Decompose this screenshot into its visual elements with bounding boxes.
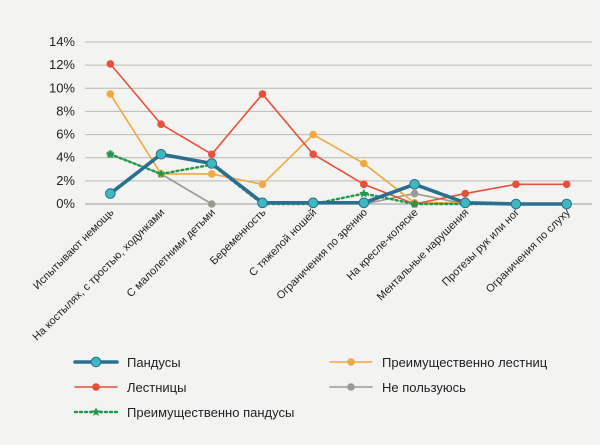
data-point (512, 180, 520, 189)
legend-item: Не пользуюсь (329, 380, 466, 395)
data-point (409, 179, 420, 190)
x-tick-label: С малолетними детьми (125, 207, 218, 300)
legend-marker (91, 407, 101, 416)
y-tick-label: 6% (56, 127, 75, 142)
legend-item: Преимущественно пандусы (73, 405, 294, 420)
legend-label: Не пользуюсь (382, 380, 466, 395)
data-point (106, 90, 115, 98)
data-point (359, 188, 369, 198)
series (105, 148, 572, 210)
y-tick-label: 10% (49, 80, 75, 95)
data-point (106, 60, 115, 68)
data-point (156, 169, 166, 178)
data-point (206, 158, 218, 169)
y-axis-ticks: 0% 2% 4% 6% 8% 10% 12% 14% (49, 34, 75, 211)
series-line (108, 152, 569, 206)
data-point (207, 200, 216, 208)
legend-label: Преимущественно пандусы (127, 405, 294, 420)
series (106, 60, 571, 208)
data-point (105, 188, 116, 199)
series-lines (105, 60, 572, 210)
data-point (257, 197, 268, 209)
series (106, 90, 571, 208)
data-point (360, 180, 368, 189)
legend: Пандусы Преимущественно лестниц Лестницы Не… (73, 355, 548, 420)
data-point (510, 198, 522, 210)
y-tick-label: 2% (56, 173, 75, 188)
data-point (258, 90, 267, 98)
legend-marker (347, 383, 355, 391)
data-point (561, 198, 572, 210)
legend-item: Преимущественно лестниц (329, 355, 548, 370)
series-line (109, 63, 568, 205)
y-tick-label: 8% (56, 103, 75, 118)
legend-item: Лестницы (74, 380, 186, 395)
data-point (459, 197, 471, 209)
series-line (109, 153, 568, 206)
legend-label: Пандусы (127, 355, 181, 370)
data-point (309, 130, 317, 139)
data-point (360, 159, 368, 168)
legend-label: Лестницы (127, 380, 186, 395)
grid (85, 41, 592, 205)
data-point (410, 199, 420, 208)
x-tick-label: Ограничения по зрению (275, 207, 370, 302)
data-point (157, 120, 165, 128)
data-point (309, 150, 317, 159)
data-point (358, 197, 370, 209)
legend-marker (92, 383, 100, 391)
legend-marker (347, 358, 355, 366)
data-point (155, 148, 167, 160)
legend-label: Преимущественно лестниц (382, 355, 548, 370)
data-point (105, 149, 115, 159)
legend-item: Пандусы (73, 355, 181, 370)
legend-marker (90, 356, 102, 368)
y-tick-label: 0% (56, 196, 75, 211)
y-tick-label: 12% (49, 57, 75, 72)
data-point (461, 189, 470, 198)
x-tick-label: Испытывают немощь (31, 206, 117, 292)
data-point (562, 180, 571, 189)
x-tick-label: Ограничения по слуху (484, 206, 573, 295)
x-tick-label: Ментальные нарушения (375, 207, 472, 304)
data-point (258, 180, 267, 189)
data-point (307, 197, 319, 209)
data-point (410, 189, 419, 198)
y-tick-label: 4% (56, 150, 75, 165)
data-point (207, 150, 216, 159)
y-tick-label: 14% (49, 34, 75, 49)
data-point (207, 170, 216, 178)
